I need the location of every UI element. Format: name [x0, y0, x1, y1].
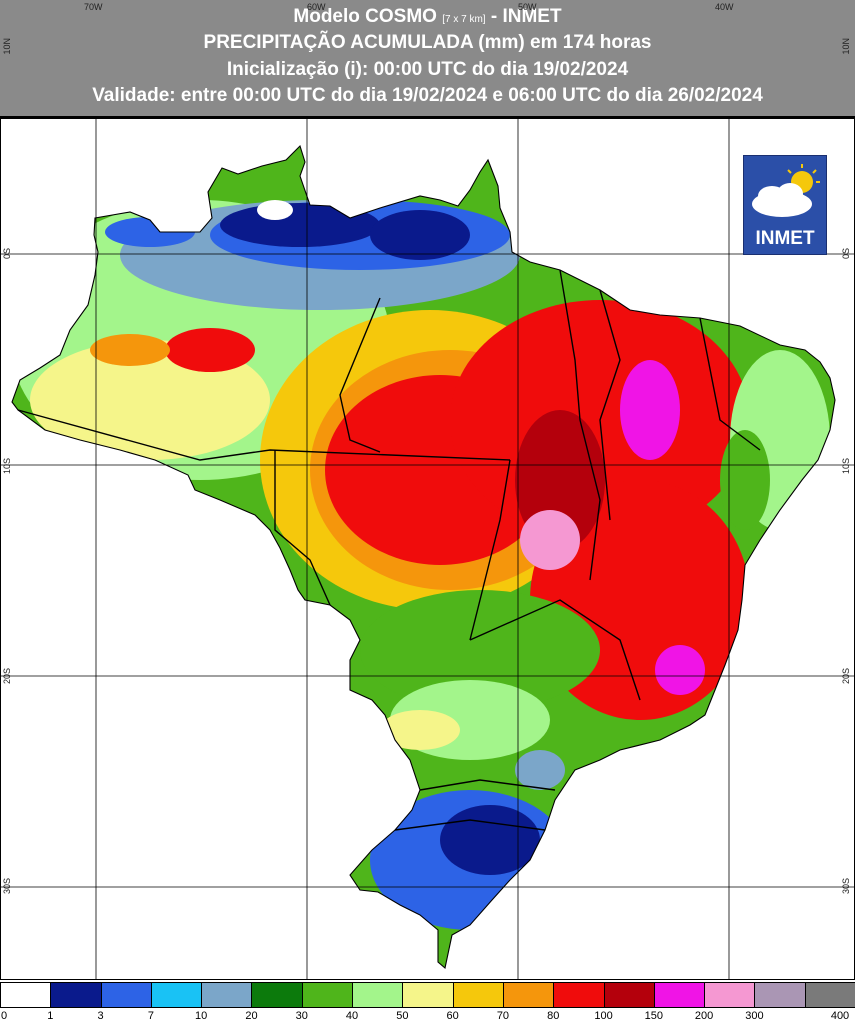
- legend-swatch: [653, 982, 706, 1008]
- inmet-logo: INMET: [743, 155, 827, 255]
- legend-swatch: [50, 982, 102, 1008]
- legend-swatch: [704, 982, 756, 1008]
- legend-swatch: [251, 982, 303, 1008]
- legend-tick-label: 150: [644, 1010, 663, 1022]
- legend-tick-label: 0: [0, 1010, 8, 1022]
- legend-swatch: [150, 982, 203, 1008]
- graticule: [0, 118, 855, 980]
- legend-tick-label: 50: [396, 1010, 409, 1022]
- legend-tick-label: 10: [195, 1010, 208, 1022]
- legend-tick-label: 30: [295, 1010, 308, 1022]
- legend-swatch: [402, 982, 454, 1008]
- lon-label-50w: 50W: [518, 2, 537, 12]
- legend-swatch: [352, 982, 404, 1008]
- legend-tick-label: 100: [594, 1010, 613, 1022]
- legend-tick-label: 3: [97, 1010, 104, 1022]
- cloud-sun-icon: [752, 164, 820, 217]
- legend-tick-label: 70: [496, 1010, 510, 1022]
- title-line-validity: Validade: entre 00:00 UTC do dia 19/02/2…: [92, 85, 763, 106]
- legend-swatch: [100, 982, 152, 1008]
- lat-label-right-10n: 10N: [841, 38, 851, 55]
- state-borders: [17, 269, 761, 831]
- legend-tick-label: 60: [446, 1010, 459, 1022]
- legend-tick-label: 7: [147, 1010, 154, 1022]
- logo-text: INMET: [755, 228, 815, 249]
- legend-swatch: [452, 982, 504, 1008]
- legend-tick-label: 400: [830, 1010, 850, 1022]
- legend-swatch: [754, 982, 806, 1008]
- legend-tick-label: 80: [547, 1010, 560, 1022]
- legend-swatch: [603, 982, 655, 1008]
- title-line-model: Modelo COSMO [7 x 7 km] - INMET: [0, 6, 855, 31]
- lon-label-70w: 70W: [84, 2, 103, 12]
- legend-tick-label: 200: [694, 1010, 714, 1022]
- legend-tick-label: 40: [345, 1010, 359, 1022]
- title-line-variable: PRECIPITAÇÃO ACUMULADA (mm) em 174 horas: [203, 32, 652, 53]
- map-title-header: Modelo COSMO [7 x 7 km] - INMET PRECIPIT…: [0, 0, 855, 118]
- model-source: - INMET: [490, 6, 562, 27]
- legend-swatch: [804, 982, 855, 1008]
- legend-tick-label: 300: [745, 1010, 764, 1022]
- country-border: [11, 144, 836, 970]
- legend-swatch: [0, 982, 52, 1008]
- model-name: Modelo COSMO: [293, 6, 437, 27]
- lat-label-left-10n: 10N: [2, 38, 12, 55]
- legend-tick-label: 1: [47, 1010, 54, 1022]
- color-scale-legend: 0 1 3 7 10 20 30 40 50 60 70 80 100 150 200 300 400: [0, 982, 855, 1024]
- model-resolution: [7 x 7 km]: [442, 14, 486, 25]
- legend-swatch: [201, 982, 253, 1008]
- brazil-precipitation-map: [0, 118, 855, 980]
- lon-label-40w: 40W: [715, 2, 734, 12]
- title-line-init: Inicialização (i): 00:00 UTC do dia 19/0…: [226, 59, 629, 80]
- legend-swatch: [553, 982, 605, 1008]
- legend-swatch: [301, 982, 354, 1008]
- lon-label-60w: 60W: [307, 2, 326, 12]
- legend-swatch: [502, 982, 555, 1008]
- legend-tick-label: 20: [245, 1010, 258, 1022]
